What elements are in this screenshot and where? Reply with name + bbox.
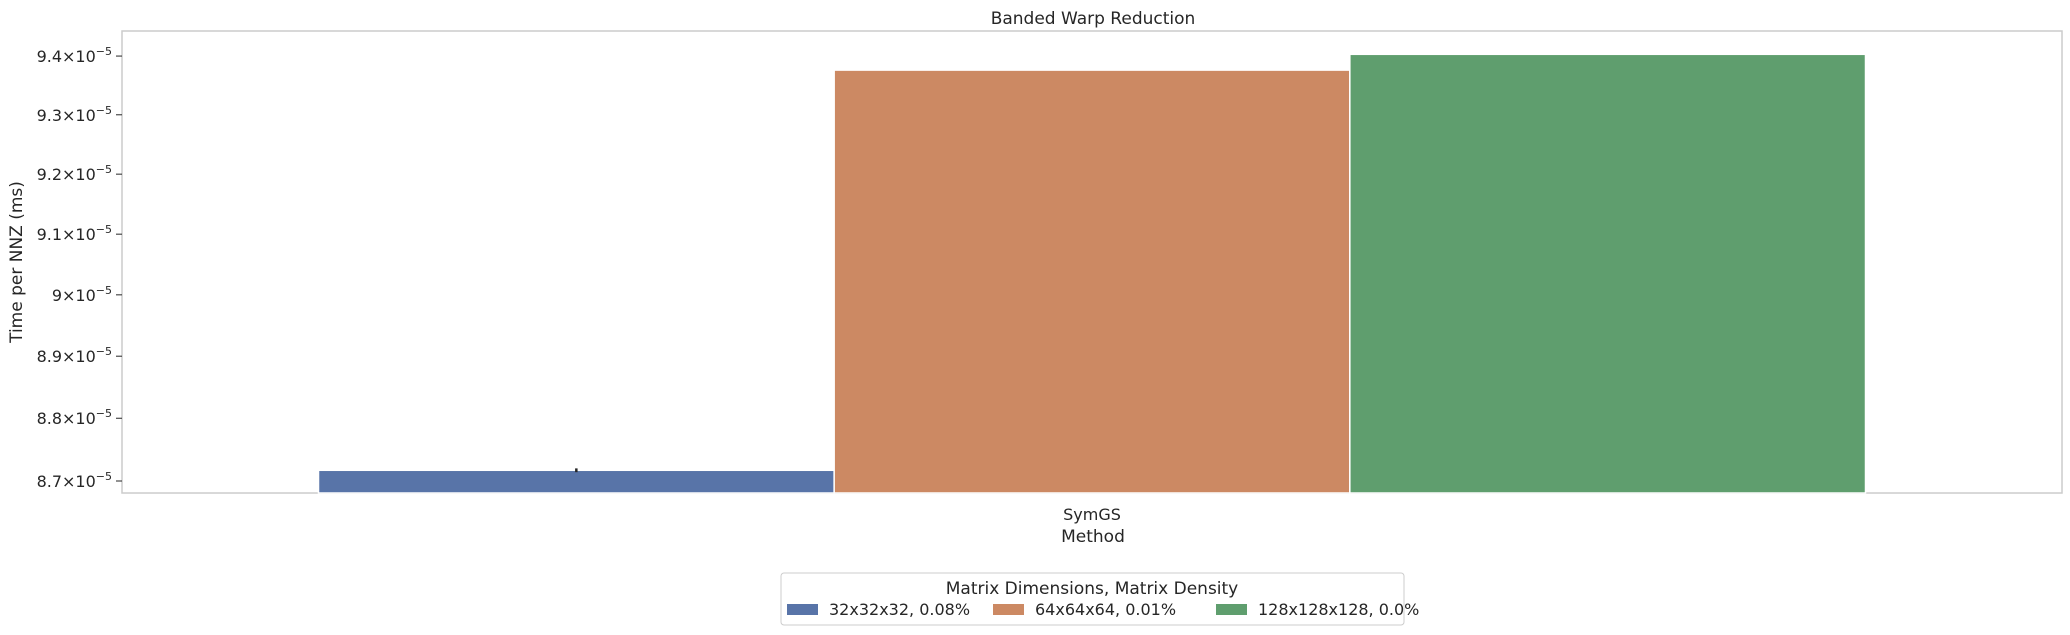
y-axis-label: Time per NNZ (ms) (7, 181, 27, 344)
legend-label-3: 128x128x128, 0.0% (1258, 600, 1419, 619)
y-tick-label: 9.1×10−5 (37, 223, 112, 244)
legend-title: Matrix Dimensions, Matrix Density (946, 579, 1239, 599)
bar-series-2 (833, 69, 1351, 494)
legend-swatch-3 (1216, 604, 1247, 615)
x-axis-ticks: SymGS (1063, 505, 1121, 524)
x-tick-label: SymGS (1063, 505, 1121, 524)
bar-series-3 (1349, 53, 1867, 494)
legend: Matrix Dimensions, Matrix Density 32x32x… (780, 572, 1419, 626)
legend-swatch-1 (787, 604, 818, 615)
y-tick-label: 9.2×10−5 (37, 163, 112, 184)
bars (317, 53, 1867, 494)
bar-series-1 (317, 469, 835, 494)
chart-title: Banded Warp Reduction (991, 9, 1196, 29)
y-axis-ticks: 8.7×10−5 8.8×10−5 8.9×10−5 9×10−5 9.1×10−5 9.… (37, 45, 122, 491)
y-tick-label: 8.8×10−5 (37, 407, 112, 428)
y-tick-label: 8.9×10−5 (37, 345, 112, 366)
legend-label-1: 32x32x32, 0.08% (829, 600, 970, 619)
y-tick-label: 9.4×10−5 (37, 45, 112, 66)
legend-label-2: 64x64x64, 0.01% (1035, 600, 1176, 619)
y-tick-label: 8.7×10−5 (37, 470, 112, 491)
y-tick-label: 9.3×10−5 (37, 104, 112, 125)
y-tick-label: 9×10−5 (52, 284, 112, 305)
x-axis-label: Method (1061, 527, 1125, 547)
legend-swatch-2 (993, 604, 1024, 615)
legend-frame (780, 572, 1405, 626)
